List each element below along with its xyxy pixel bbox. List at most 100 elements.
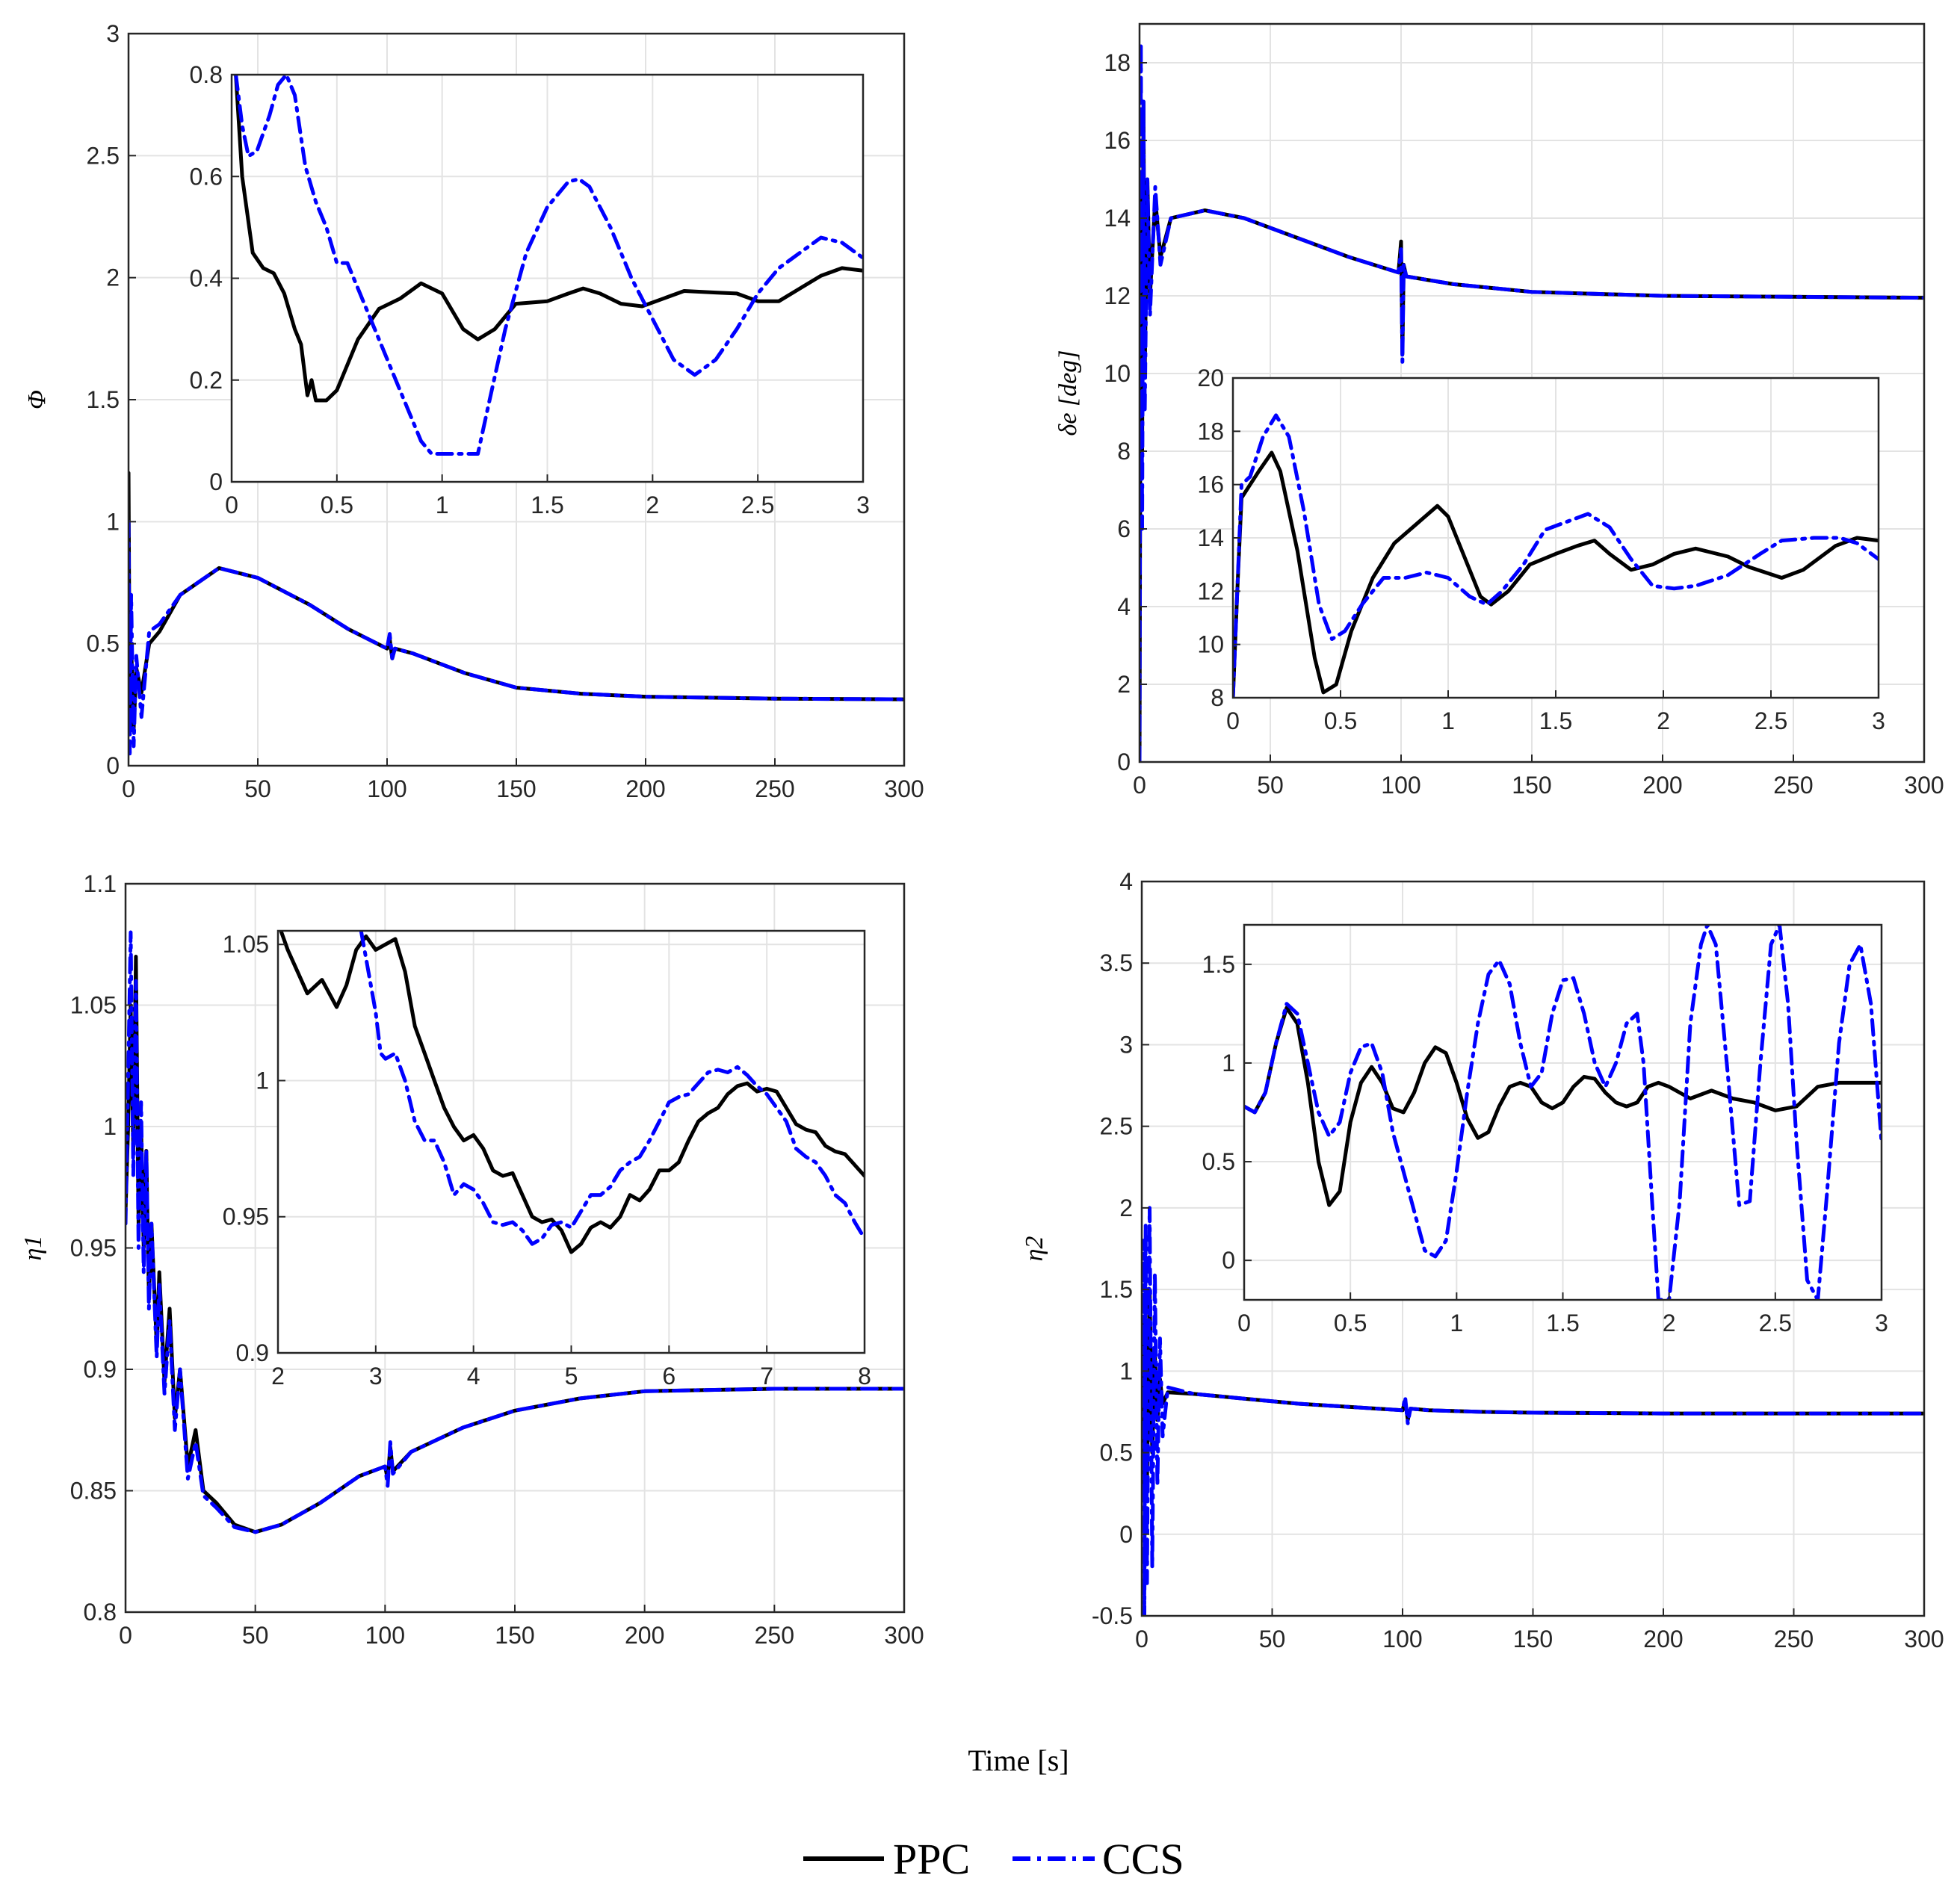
eta1-inset-y-tick-label: 0.9 [236,1339,269,1366]
phi-main-x-tick-label: 100 [367,775,406,802]
eta1-main-x-tick-label: 0 [119,1622,132,1649]
eta2-main-y-tick-label: 1 [1119,1357,1133,1384]
phi-main-x-tick-label: 200 [625,775,665,802]
eta2-inset-series-ccs-line [1244,925,1882,1300]
delta_e-main-y-tick-label: 14 [1104,205,1131,232]
eta1-main-x-tick-label: 300 [884,1622,924,1649]
phi-main-y-tick-label: 0.5 [87,631,120,657]
eta2-inset-x-tick-label: 1.5 [1546,1310,1579,1336]
eta1-main-y-tick-label: 1.05 [70,992,117,1019]
eta2-main-y-tick-label: 4 [1119,868,1133,895]
eta1-main-x-tick-label: 200 [625,1622,664,1649]
delta_e-inset-y-tick-label: 10 [1197,631,1224,658]
eta1-inset-x-tick-label: 5 [565,1363,578,1390]
eta1-inset-series-group [279,931,865,1254]
delta_e-inset-series-ccs-line [1233,413,1879,698]
delta_e-inset-x-tick-label: 2 [1657,707,1670,734]
phi-y-axis-label: Φ [23,390,51,409]
eta1-main-y-tick-label: 0.8 [84,1599,117,1626]
eta2-main-x-tick-label: 200 [1643,1626,1683,1652]
phi-main-x-tick-label: 150 [496,775,536,802]
delta_e-inset-x-tick-label: 1.5 [1539,707,1572,734]
eta2-main-y-tick-label: 2.5 [1100,1113,1133,1140]
eta1-inset-x-tick-label: 2 [271,1363,285,1390]
delta_e-main-x-tick-label: 150 [1512,772,1551,799]
phi-inset-x-tick-label: 0 [225,492,238,518]
legend: PPC CCS [803,1835,1184,1883]
eta2-inset-x-tick-label: 1 [1450,1310,1463,1336]
eta1-inset-x-tick-label: 6 [662,1363,676,1390]
phi-inset-x-tick-label: 1 [436,492,449,518]
eta1-inset-series-ppc-line [279,931,865,1254]
phi-main-y-tick-label: 3 [106,20,120,47]
eta1-main-x-tick-label: 150 [495,1622,534,1649]
eta2-main-y-tick-label: 3.5 [1100,949,1133,976]
phi-inset-x-tick-label: 2 [646,492,659,518]
eta2-main-series-group [1142,1206,1924,1616]
delta_e-inset-y-tick-label: 20 [1197,365,1224,391]
delta_e-inset-y-tick-label: 14 [1197,524,1224,551]
phi-inset-y-tick-label: 0.4 [190,265,223,292]
eta2-inset-x-tick-label: 3 [1875,1310,1888,1336]
eta2-main-x-tick-label: 150 [1513,1626,1553,1652]
eta1-inset-y-tick-label: 1.05 [223,931,269,958]
delta_e-main-y-tick-label: 2 [1117,671,1131,698]
delta_e-main-series-group [1140,41,1924,762]
phi-inset-y-tick-label: 0.2 [190,367,223,394]
eta1-main-series-group [126,930,904,1534]
phi-inset-x-tick-label: 3 [856,492,870,518]
eta2-inset-x-tick-label: 0 [1237,1310,1251,1336]
eta2-y-axis-label: η2 [1021,1236,1048,1262]
eta1-main-x-tick-label: 250 [755,1622,794,1649]
eta2-main-series-ccs-line [1142,1206,1924,1616]
eta2-main-x-tick-label: 250 [1774,1626,1814,1652]
delta_e-inset-series-group [1233,413,1879,698]
phi-main-y-tick-label: 1.5 [87,386,120,413]
eta1-main-x-tick-label: 50 [242,1622,269,1649]
phi-main-x-tick-label: 300 [884,775,924,802]
legend-ppc-label: PPC [893,1835,970,1883]
phi-main-x-tick-label: 50 [244,775,271,802]
delta_e-main-y-tick-label: 10 [1104,360,1131,387]
phi-main-x-tick-label: 0 [122,775,135,802]
phi-main-series-group [129,471,904,756]
eta1-inset-y-tick-label: 0.95 [223,1203,269,1230]
delta_e-main-x-tick-label: 100 [1381,772,1420,799]
eta2-inset-x-tick-label: 2 [1663,1310,1676,1336]
eta1-inset-x-tick-label: 8 [858,1363,871,1390]
delta_e-inset-x-tick-label: 0 [1226,707,1240,734]
delta_e-main-y-tick-label: 18 [1104,49,1131,76]
phi-inset-x-tick-label: 1.5 [531,492,563,518]
panel-eta1: 0 50 100 150 200 250 3000.80.850.90.9511.051.1… [19,870,924,1649]
phi-main-y-tick-label: 1 [106,508,120,535]
phi-inset-y-tick-label: 0 [209,468,223,495]
delta_e-main-y-tick-label: 16 [1104,127,1131,154]
delta_e-main-series-ccs-line [1140,41,1924,762]
eta2-main-y-tick-label: 2 [1119,1195,1133,1221]
eta1-main-y-tick-label: 0.9 [84,1356,117,1383]
delta_e-inset-y-tick-label: 16 [1197,471,1224,498]
delta_e-inset-x-tick-label: 3 [1872,707,1885,734]
delta_e-inset-x-tick-label: 2.5 [1755,707,1787,734]
delta_e-main-x-tick-label: 200 [1642,772,1682,799]
eta2-main-y-tick-label: 0.5 [1100,1440,1133,1466]
delta_e-y-axis-label: δe [deg] [1054,350,1082,436]
legend-ccs-label: CCS [1102,1835,1184,1883]
delta_e-main-x-tick-label: 250 [1773,772,1813,799]
eta1-inset-series-ccs-line [359,931,865,1246]
delta_e-main-x-tick-label: 300 [1904,772,1944,799]
eta1-main-y-tick-label: 0.85 [70,1478,117,1505]
delta_e-main-y-tick-label: 0 [1117,749,1131,775]
panel-eta2: 0 50 100 150 200 250 300-0.500.511.522.533.54η… [1021,868,1944,1652]
delta_e-inset-y-tick-label: 12 [1197,577,1224,604]
phi-main-y-tick-label: 2 [106,264,120,291]
delta_e-inset-x-tick-label: 1 [1441,707,1455,734]
eta1-inset-y-tick-label: 1 [256,1067,269,1094]
eta1-inset-x-tick-label: 7 [760,1363,773,1390]
phi-inset-x-tick-label: 2.5 [741,492,774,518]
phi-main-y-tick-label: 0 [106,752,120,779]
phi-inset-series-ccs-line [234,75,863,456]
eta2-main-x-tick-label: 300 [1904,1626,1944,1652]
eta1-main-x-tick-label: 100 [365,1622,405,1649]
